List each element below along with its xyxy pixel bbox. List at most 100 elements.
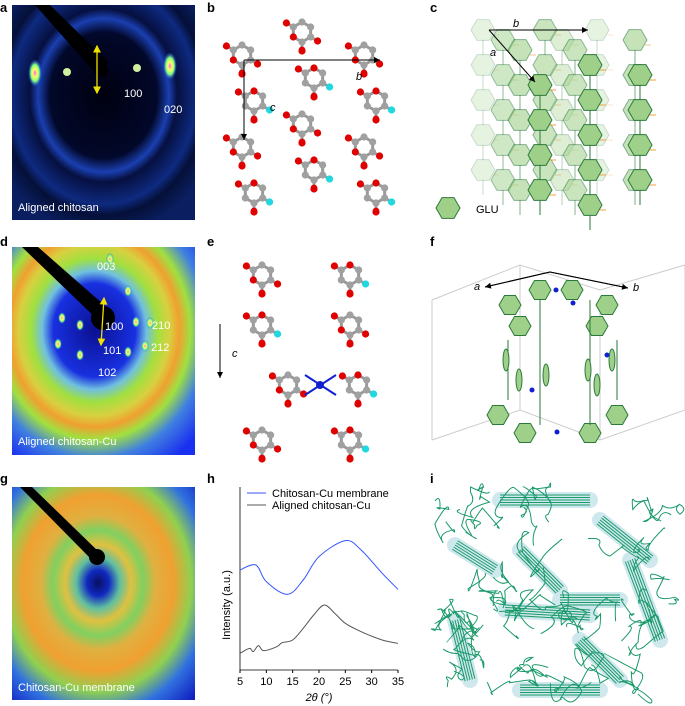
atom <box>307 125 315 133</box>
atom <box>282 19 291 27</box>
axis-ab-arrows <box>484 271 629 289</box>
axis-label-b: b <box>513 18 519 30</box>
atom <box>360 153 368 161</box>
amorphous-chain <box>456 483 491 519</box>
x-tick-label: 30 <box>366 676 378 688</box>
atom <box>344 42 353 50</box>
atom <box>337 431 345 439</box>
atom <box>298 110 306 118</box>
atom <box>319 171 327 179</box>
glu-unit <box>507 74 533 96</box>
axis-label-c: c <box>270 102 276 114</box>
atom <box>284 391 292 399</box>
glu-unit <box>627 134 653 156</box>
glu-unit <box>470 19 496 41</box>
atom <box>310 64 318 72</box>
atom <box>354 371 362 379</box>
atom <box>253 60 262 68</box>
amorphous-chain <box>553 676 592 703</box>
reflection-spot <box>124 285 132 297</box>
unit-cell-edge <box>431 409 685 441</box>
atom <box>313 129 322 137</box>
atom <box>242 312 251 320</box>
atom <box>222 42 231 50</box>
atom <box>346 339 354 347</box>
reflection-spot <box>163 52 177 80</box>
glu-unit <box>585 315 609 337</box>
atom <box>354 399 362 407</box>
amorphous-chain <box>434 608 484 638</box>
aligned-chain <box>624 561 656 642</box>
panel-f-glu-cu-lattice <box>431 264 685 444</box>
aligned-chain <box>457 540 498 567</box>
x-tick-label: 20 <box>313 676 325 688</box>
amorphous-chain <box>621 608 656 642</box>
atom <box>242 427 251 435</box>
atom <box>313 37 322 45</box>
glu-unit <box>577 159 603 181</box>
atom <box>360 41 368 49</box>
atom <box>344 134 353 142</box>
atom <box>267 276 275 284</box>
atom <box>319 69 327 77</box>
atom <box>258 446 266 454</box>
atom <box>249 326 257 334</box>
reflection-spot <box>58 312 66 324</box>
amorphous-chain <box>574 643 605 671</box>
atom <box>351 46 359 54</box>
atom <box>301 171 309 179</box>
atom <box>337 266 345 274</box>
glu-unit-edge-on <box>584 358 592 382</box>
reflection-spot <box>76 349 84 361</box>
atom <box>346 426 354 434</box>
glu-unit <box>577 194 603 216</box>
atom <box>355 276 363 284</box>
atom <box>345 376 353 384</box>
atom <box>234 180 243 188</box>
reflection-spot <box>133 64 141 72</box>
amorphous-chain <box>583 597 620 641</box>
panel-label-i: i <box>430 471 434 486</box>
aligned-chain <box>517 551 559 593</box>
atom <box>310 156 318 164</box>
glu-unit <box>527 144 553 166</box>
panel-h-chart: 5 10 15 20 25 30 35 2θ (°) Intensity (a.u.) Chito… <box>221 487 404 704</box>
caption-aligned-chitosan: Aligned chitosan <box>18 202 99 214</box>
amorphous-chain <box>618 646 641 690</box>
atom <box>372 107 380 115</box>
atom <box>301 79 309 87</box>
glu-legend-label: GLU <box>476 204 499 216</box>
glu-unit <box>507 109 533 131</box>
atom <box>361 445 370 453</box>
glu-unit <box>627 99 653 121</box>
atom <box>229 46 237 54</box>
atom <box>375 152 384 160</box>
glu-unit <box>507 39 533 61</box>
copper-atom <box>604 352 610 358</box>
x-tick-label: 35 <box>392 676 404 688</box>
atom <box>325 83 334 91</box>
panel-i-fiber-network <box>430 482 685 704</box>
amorphous-chain <box>642 503 685 522</box>
atom <box>238 41 246 49</box>
atom <box>363 92 371 100</box>
atom <box>372 179 380 187</box>
glu-unit-edge-on <box>515 368 523 392</box>
atom <box>259 102 267 110</box>
glu-unit <box>577 54 603 76</box>
reflection-label: 212 <box>151 342 170 354</box>
atom <box>298 130 306 138</box>
amorphous-chain <box>531 482 552 523</box>
atom <box>363 102 371 110</box>
atom <box>360 69 368 77</box>
atom <box>338 372 347 380</box>
panel-d-diffraction-image <box>12 247 195 455</box>
atom <box>284 399 292 407</box>
atom <box>250 107 258 115</box>
atom <box>351 138 359 146</box>
reflection-spot <box>132 316 140 328</box>
atom <box>351 148 359 156</box>
atom <box>247 46 255 54</box>
atom <box>319 161 327 169</box>
atom <box>307 33 315 41</box>
